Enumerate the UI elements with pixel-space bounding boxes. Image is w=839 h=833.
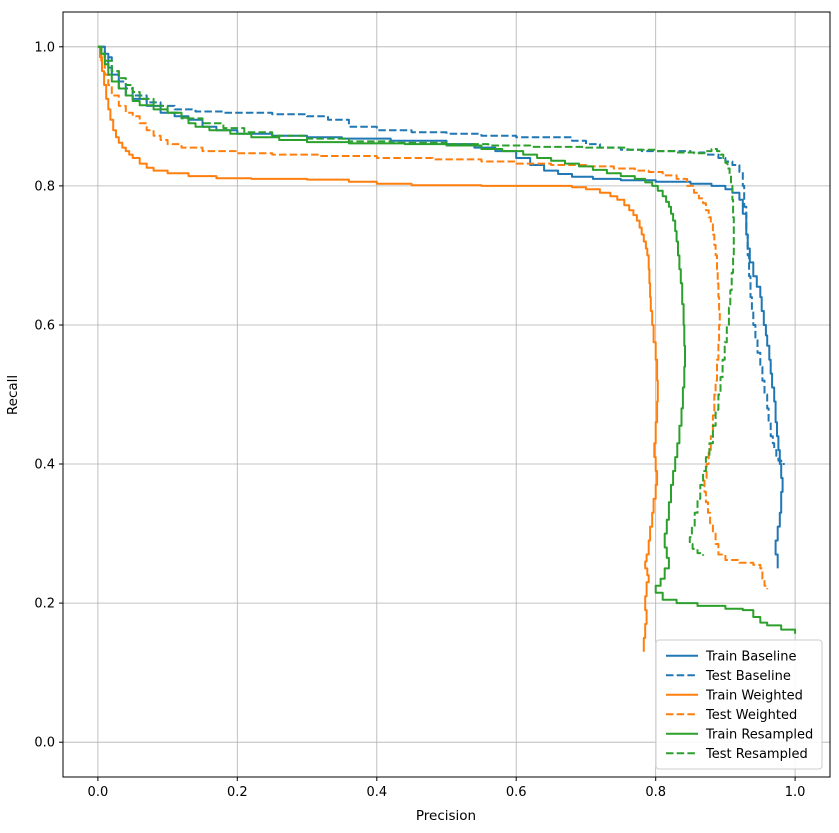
x-tick-label: 0.4 bbox=[366, 785, 387, 800]
y-tick-label: 0.8 bbox=[34, 179, 55, 194]
legend-label: Test Baseline bbox=[705, 669, 791, 684]
x-tick-label: 0.0 bbox=[88, 785, 109, 800]
plot-area: 0.0 0.2 0.4 0.6 0.8 1.0 0.0 0.2 0.4 0.6 0.8 1.0 Trai… bbox=[34, 11, 831, 800]
x-tick-label: 0.8 bbox=[645, 785, 666, 800]
legend-label: Test Weighted bbox=[705, 708, 797, 723]
y-tick-label: 1.0 bbox=[34, 40, 55, 55]
series-train-weighted bbox=[97, 45, 659, 652]
y-tick-label: 0.6 bbox=[34, 319, 55, 334]
legend-label: Train Resampled bbox=[705, 727, 813, 742]
y-tick-label: 0.2 bbox=[34, 597, 55, 612]
series-test-weighted bbox=[97, 45, 769, 590]
series-test-resampled bbox=[97, 45, 735, 556]
x-tick-label: 0.6 bbox=[506, 785, 527, 800]
x-tick-label: 0.2 bbox=[227, 785, 248, 800]
y-tick-label: 0.0 bbox=[34, 736, 55, 751]
legend-label: Test Resampled bbox=[705, 747, 808, 762]
axes-spines bbox=[62, 11, 831, 778]
x-tick-label: 1.0 bbox=[785, 785, 806, 800]
y-tick-label: 0.4 bbox=[34, 458, 55, 473]
x-axis-label: Precision bbox=[416, 808, 476, 824]
series-train-resampled bbox=[97, 45, 797, 634]
legend-box bbox=[655, 639, 823, 770]
y-axis-label: Recall bbox=[5, 375, 21, 415]
series-test-baseline bbox=[97, 45, 785, 465]
legend: Train Baseline Test Baseline Train Weighte… bbox=[655, 639, 823, 770]
legend-label: Train Weighted bbox=[705, 688, 803, 703]
legend-label: Train Baseline bbox=[705, 649, 796, 664]
